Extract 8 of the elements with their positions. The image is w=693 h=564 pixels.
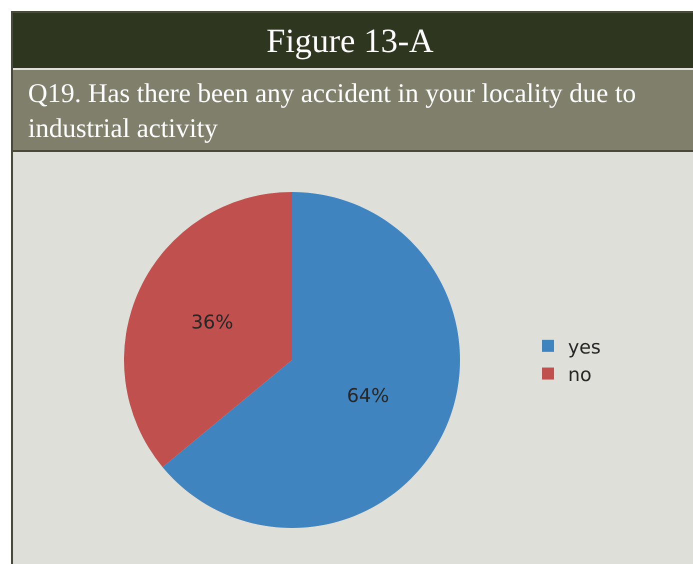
chart-subtitle: Q19. Has there been any accident in your locality due to industrial activity: [28, 78, 636, 144]
pie-slice: [162, 192, 460, 528]
data-label: 36%: [191, 311, 234, 334]
legend-label: yes: [568, 336, 601, 358]
legend-label: no: [568, 364, 592, 386]
chart-title: Figure 13-A: [266, 22, 434, 60]
data-label: 64%: [346, 384, 390, 407]
pie-slice: [124, 192, 292, 468]
